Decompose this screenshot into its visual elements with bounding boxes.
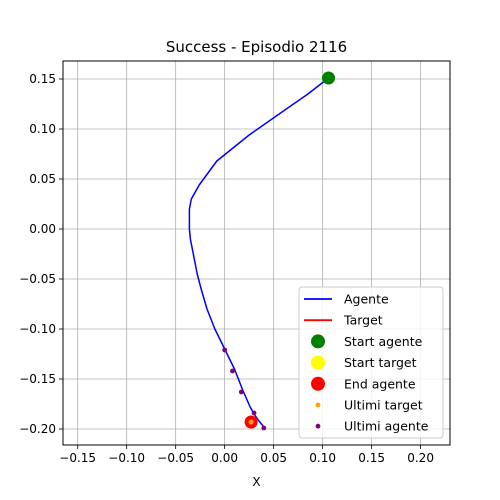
legend-marker-start-agent	[311, 334, 325, 349]
y-tick-label: 0.05	[29, 172, 56, 186]
legend-label: Start target	[344, 355, 417, 370]
plot-frame	[62, 60, 451, 446]
last-agent-point	[230, 368, 235, 374]
legend-label: Ultimi target	[344, 398, 423, 413]
x-tick-label: −0.15	[59, 451, 96, 465]
x-tick-label: −0.05	[157, 451, 194, 465]
legend-label: End agente	[344, 376, 416, 391]
agent-path-line	[188, 77, 329, 428]
y-tick-label: 0.00	[29, 222, 56, 236]
legend-label: Target	[343, 313, 383, 328]
legend-marker-start-target	[311, 355, 325, 370]
y-tick-label: 0.10	[29, 122, 56, 136]
x-tick-label: 0.15	[358, 451, 385, 465]
legend-marker-last-targets	[315, 402, 321, 408]
x-tick-label: 0.05	[260, 451, 287, 465]
x-tick-label: 0.20	[407, 451, 434, 465]
y-tick-label: −0.05	[19, 272, 56, 286]
legend-label: Start agente	[344, 334, 423, 349]
chart-title: Success - Episodio 2116	[166, 38, 347, 56]
legend-marker-end-agent	[311, 376, 325, 391]
x-axis-label: X	[252, 475, 260, 489]
legend-label: Agente	[344, 292, 389, 307]
last-agent-point	[238, 389, 244, 395]
last-agent-point	[261, 425, 267, 431]
legend: Agente Target Start agente Start target End …	[298, 286, 444, 439]
start-agent-marker	[322, 71, 336, 85]
legend-label: Ultimi agente	[344, 419, 429, 434]
last-agent-point	[251, 410, 257, 416]
x-tick-label: −0.10	[108, 451, 145, 465]
x-tick-label: 0.00	[211, 451, 238, 465]
legend-box	[298, 286, 444, 439]
legend-marker-last-agent	[315, 423, 321, 429]
y-tick-label: 0.15	[29, 72, 56, 86]
y-tick-label: −0.20	[19, 422, 56, 436]
y-tick-label: −0.10	[19, 322, 56, 336]
last-target-point	[248, 419, 254, 425]
x-tick-label: 0.10	[309, 451, 336, 465]
plot-data	[188, 71, 336, 431]
last-agent-point	[222, 347, 228, 353]
ticks: −0.15 −0.10 −0.05 0.00 0.05 0.10 0.15 0.20 −0.20…	[19, 72, 434, 465]
y-tick-label: −0.15	[19, 372, 56, 386]
